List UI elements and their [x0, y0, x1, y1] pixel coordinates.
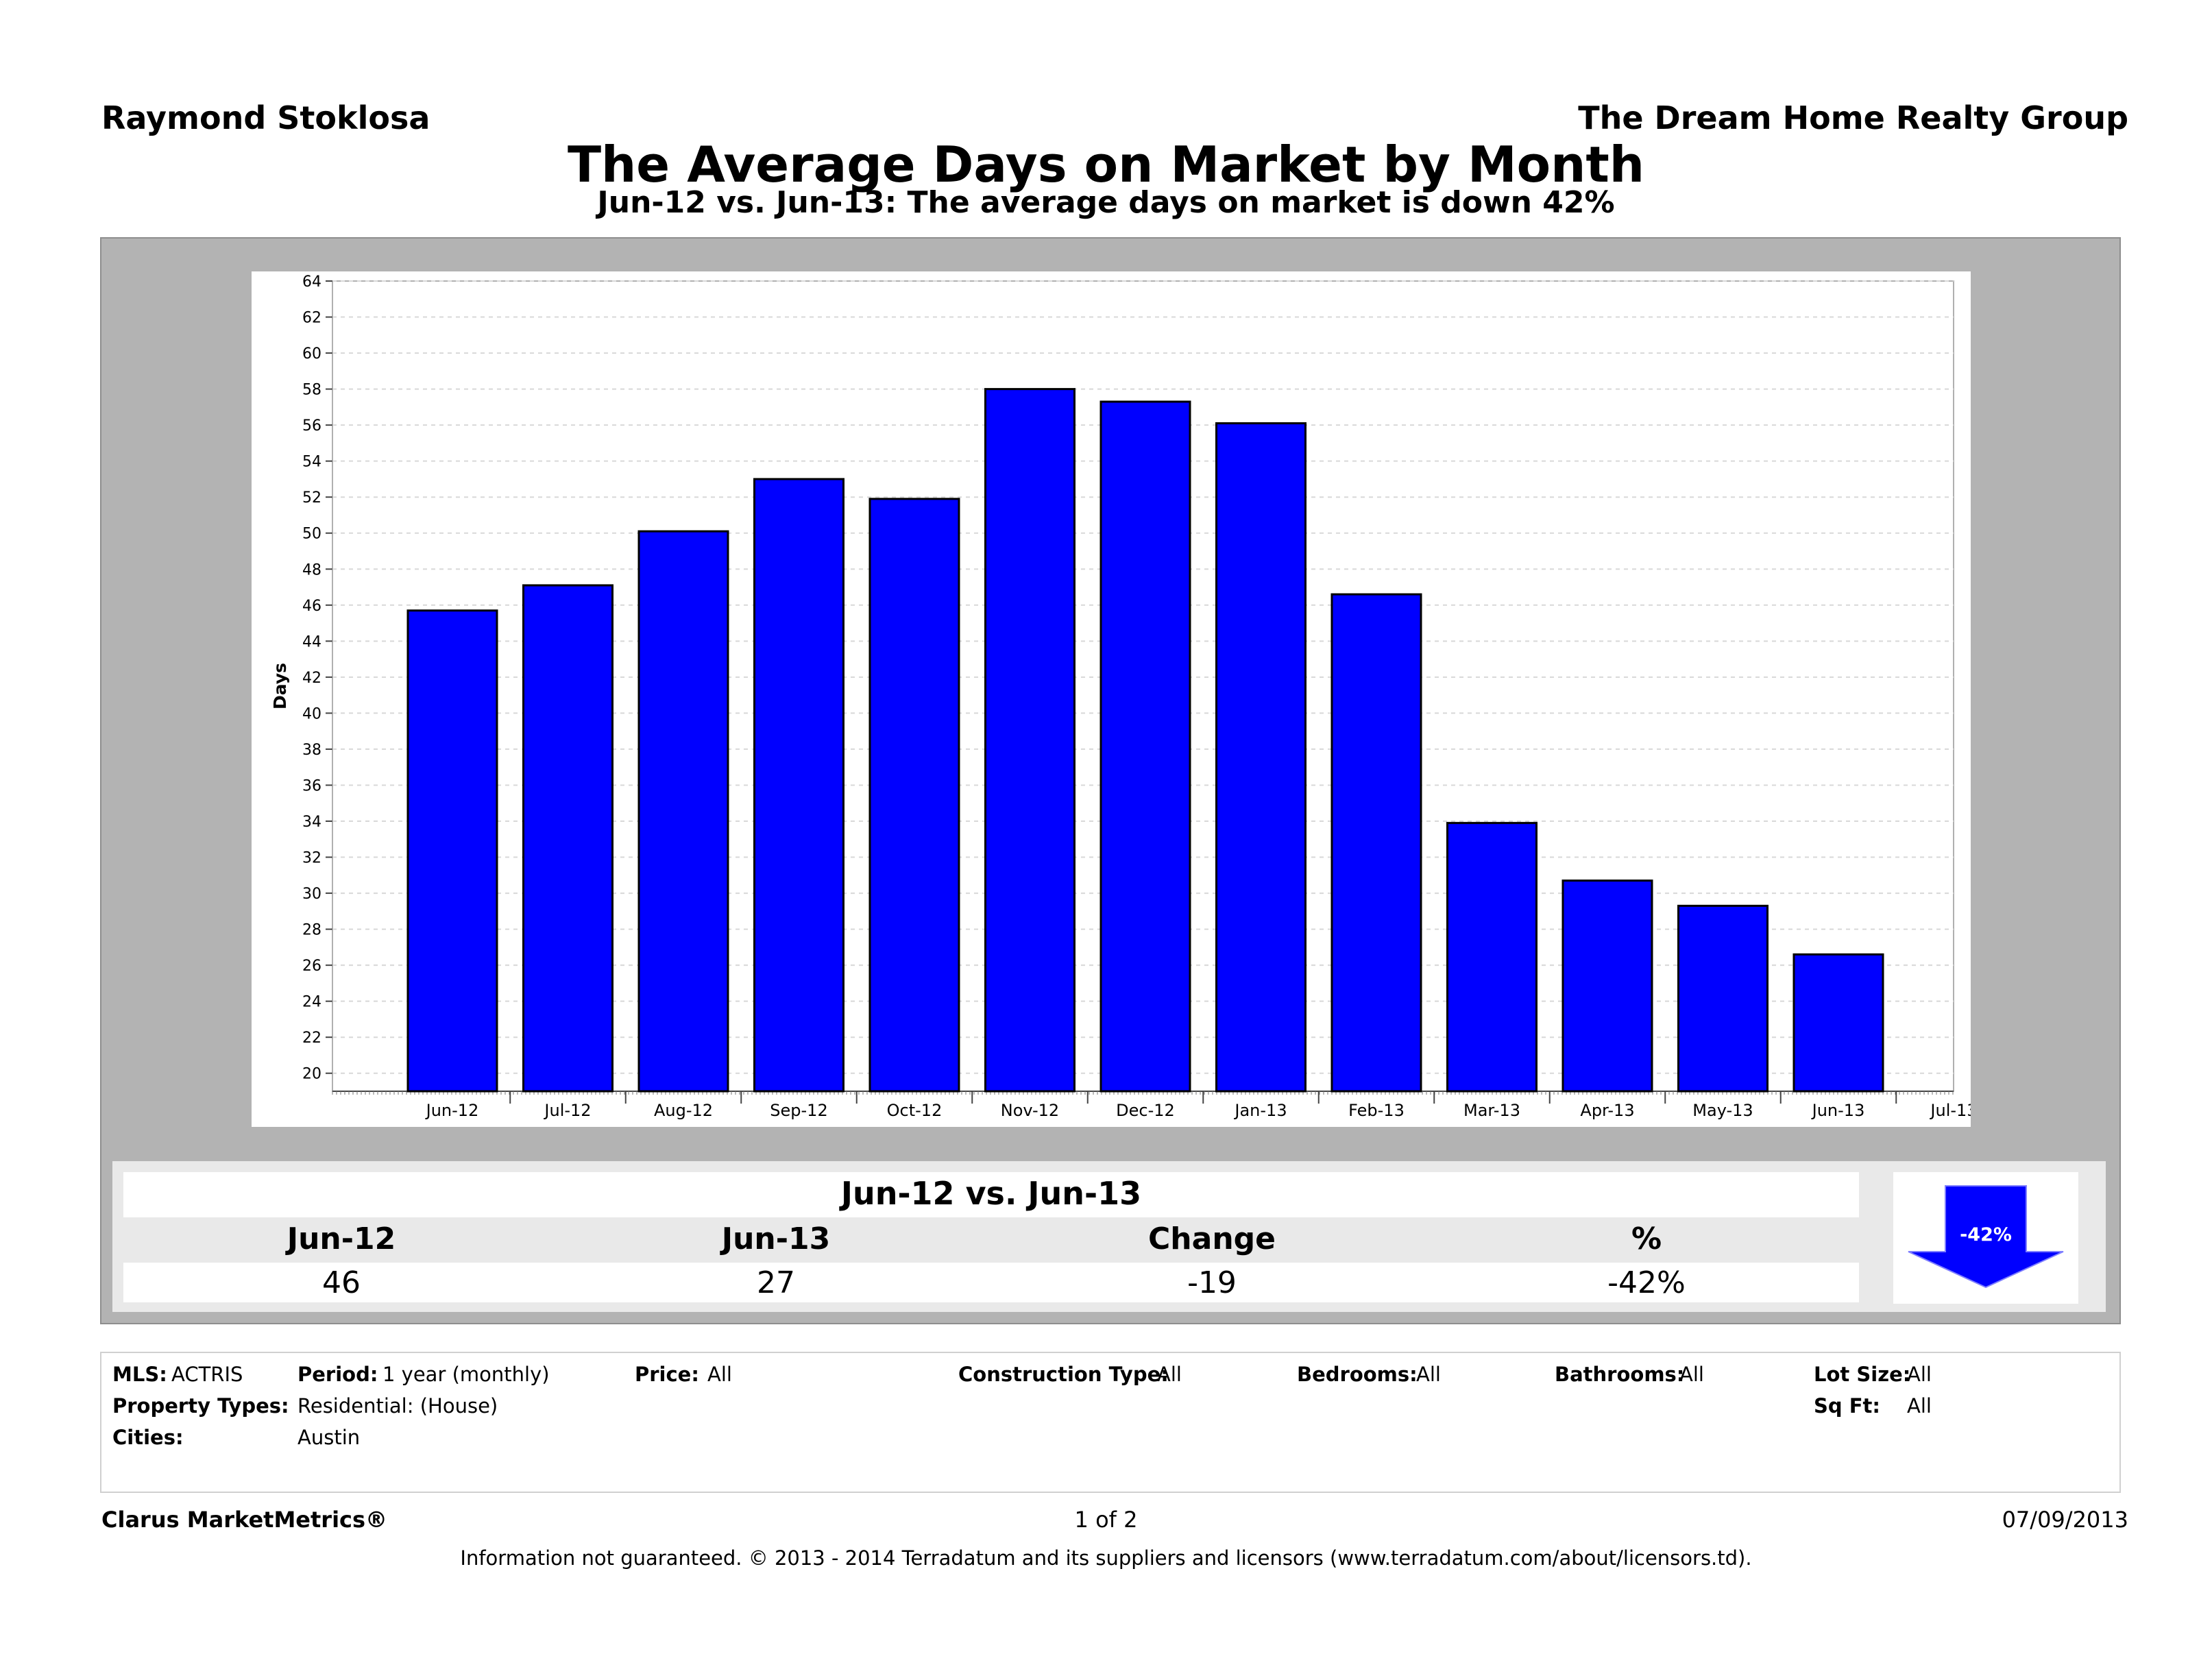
- bar: [1446, 822, 1538, 1093]
- bathrooms-value: All: [1679, 1363, 1704, 1386]
- y-tick-label: 30: [302, 886, 321, 903]
- summary-col-jun13-label: Jun-13: [721, 1221, 831, 1256]
- y-tick-label: 42: [302, 670, 321, 687]
- y-tick-label: 50: [302, 526, 321, 543]
- period-value: 1 year (monthly): [382, 1363, 550, 1386]
- property-types-value: Residential: (House): [297, 1394, 498, 1418]
- construction-label: Construction Type:: [958, 1363, 1169, 1386]
- bar: [868, 498, 960, 1093]
- price-label: Price:: [635, 1363, 699, 1386]
- bar: [753, 478, 844, 1093]
- cities-label: Cities:: [112, 1426, 184, 1449]
- footer-page: 1 of 2: [1074, 1507, 1138, 1533]
- x-tick-label: Jun-13: [1811, 1101, 1865, 1120]
- y-tick-label: 38: [302, 742, 321, 759]
- sqft-label: Sq Ft:: [1814, 1394, 1881, 1418]
- summary-values-band: [123, 1263, 1859, 1302]
- x-tick-label: Jun-12: [425, 1101, 479, 1120]
- y-tick-label: 22: [302, 1030, 321, 1047]
- summary-col-change-label: Change: [1148, 1221, 1276, 1256]
- y-tick-label: 34: [302, 814, 321, 831]
- x-tick-label: Jul-13: [1929, 1101, 1971, 1120]
- x-tick-label: Apr-13: [1580, 1101, 1634, 1120]
- bar: [1792, 953, 1884, 1093]
- x-tick-label: Jul-12: [543, 1101, 591, 1120]
- x-tick-label: Nov-12: [1001, 1101, 1059, 1120]
- mls-value: ACTRIS: [171, 1363, 243, 1386]
- y-tick-label: 64: [302, 273, 321, 291]
- y-tick-label: 44: [302, 633, 321, 650]
- y-tick-label: 52: [302, 489, 321, 507]
- bedrooms-value: All: [1416, 1363, 1441, 1386]
- lotsize-value: All: [1907, 1363, 1932, 1386]
- y-tick-label: 24: [302, 994, 321, 1011]
- footer-date: 07/09/2013: [2002, 1507, 2128, 1533]
- summary-col-change-value: -19: [1187, 1265, 1237, 1300]
- y-axis-label: Days: [270, 663, 290, 709]
- agent-name: Raymond Stoklosa: [101, 99, 430, 136]
- summary-col-jun12-value: 46: [322, 1265, 361, 1300]
- y-tick-label: 36: [302, 777, 321, 794]
- x-tick-label: Jan-13: [1233, 1101, 1287, 1120]
- bathrooms-label: Bathrooms:: [1555, 1363, 1685, 1386]
- footer-disclaimer: Information not guaranteed. © 2013 - 201…: [460, 1546, 1752, 1570]
- bedrooms-label: Bedrooms:: [1297, 1363, 1418, 1386]
- summary-heading: Jun-12 vs. Jun-13: [840, 1175, 1142, 1212]
- mls-label: MLS:: [112, 1363, 167, 1386]
- y-tick-label: 46: [302, 598, 321, 615]
- x-tick-label: Feb-13: [1348, 1101, 1405, 1120]
- footer-brand: Clarus MarketMetrics®: [101, 1507, 388, 1533]
- page-title: The Average Days on Market by Month: [567, 136, 1645, 193]
- x-tick-label: Sep-12: [770, 1101, 827, 1120]
- page-subtitle: Jun-12 vs. Jun-13: The average days on m…: [597, 185, 1615, 220]
- price-value: All: [707, 1363, 732, 1386]
- y-tick-label: 56: [302, 417, 321, 435]
- y-tick-label: 62: [302, 310, 321, 327]
- bar: [1330, 593, 1422, 1093]
- property-types-label: Property Types:: [112, 1394, 289, 1418]
- y-tick-label: 20: [302, 1066, 321, 1083]
- bar: [1677, 904, 1769, 1093]
- y-tick-label: 60: [302, 345, 321, 363]
- bar: [1215, 422, 1306, 1093]
- x-tick-label: May-13: [1692, 1101, 1753, 1120]
- period-label: Period:: [297, 1363, 378, 1386]
- summary-col-pct-value: -42%: [1607, 1265, 1686, 1300]
- summary-col-jun13-value: 27: [757, 1265, 795, 1300]
- change-arrow-label: -42%: [1960, 1224, 2012, 1245]
- y-tick-label: 26: [302, 958, 321, 975]
- x-tick-label: Aug-12: [654, 1101, 713, 1120]
- cities-value: Austin: [297, 1426, 361, 1449]
- y-tick-label: 54: [302, 454, 321, 471]
- construction-value: All: [1157, 1363, 1182, 1386]
- summary-heading-band: [123, 1172, 1859, 1217]
- x-tick-label: Oct-12: [887, 1101, 943, 1120]
- x-tick-label: Mar-13: [1463, 1101, 1520, 1120]
- x-tick-label: Dec-12: [1116, 1101, 1175, 1120]
- change-arrow-box: -42%: [1893, 1172, 2078, 1304]
- y-tick-label: 40: [302, 705, 321, 722]
- bar: [1099, 400, 1191, 1093]
- bar: [406, 609, 498, 1093]
- bar: [984, 388, 1075, 1093]
- sqft-value: All: [1907, 1394, 1932, 1418]
- company-name: The Dream Home Realty Group: [1578, 99, 2128, 136]
- bar: [1561, 879, 1653, 1093]
- down-arrow-icon: -42%: [1908, 1185, 2064, 1289]
- y-tick-label: 32: [302, 850, 321, 867]
- bar-chart: 20 22 24 26 28 30 32 34 36 38 40 42 44 46 48 50 52 54 56 58…: [270, 273, 1971, 1120]
- bar: [637, 530, 729, 1093]
- summary-col-jun12-label: Jun-12: [287, 1221, 396, 1256]
- y-tick-label: 28: [302, 922, 321, 939]
- bar: [522, 584, 613, 1093]
- lotsize-label: Lot Size:: [1814, 1363, 1911, 1386]
- y-tick-label: 48: [302, 561, 321, 579]
- summary-col-pct-label: %: [1631, 1221, 1662, 1256]
- y-tick-label: 58: [302, 382, 321, 399]
- criteria-box: MLS: ACTRIS Period: 1 year (monthly) Pri…: [100, 1352, 2121, 1493]
